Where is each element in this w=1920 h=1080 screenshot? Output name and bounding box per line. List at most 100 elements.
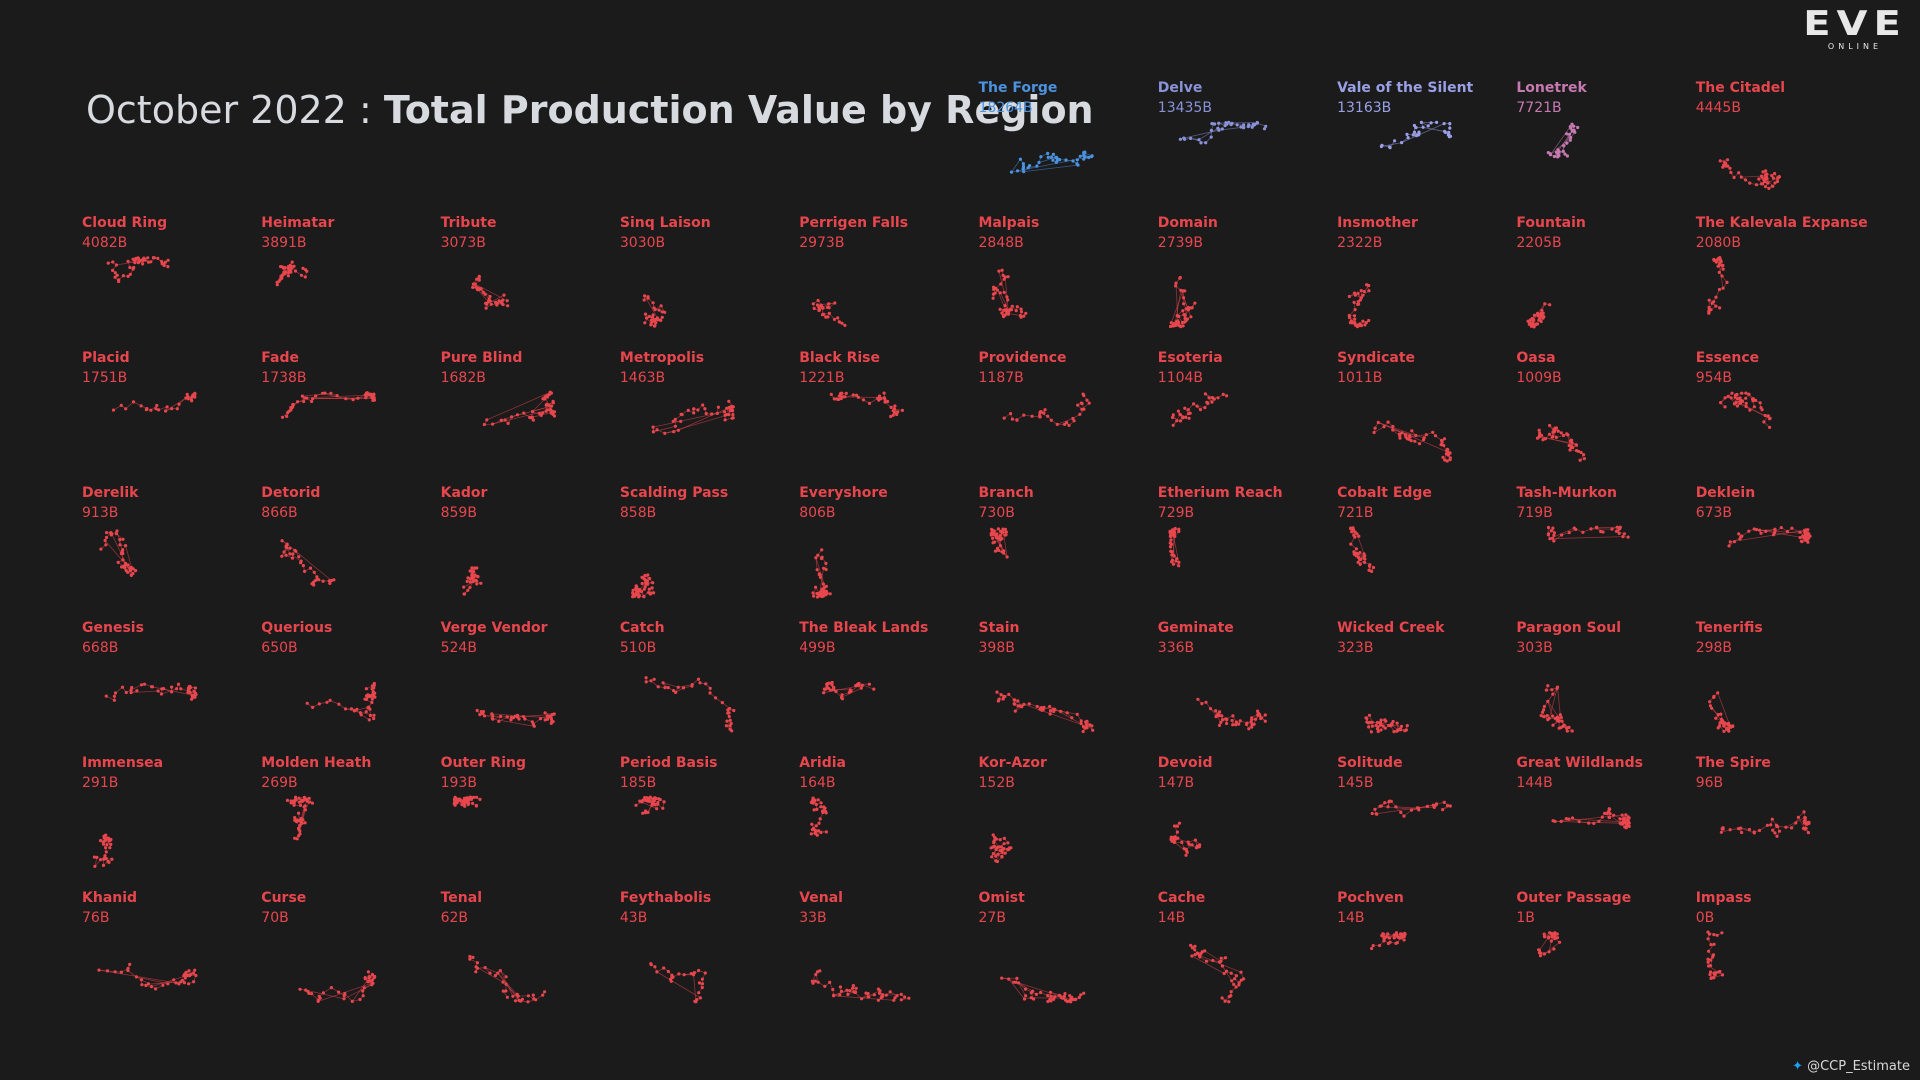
map-system xyxy=(364,710,369,714)
map-system xyxy=(105,843,109,847)
map-system xyxy=(1445,447,1450,451)
map-system xyxy=(1766,181,1770,185)
map-system xyxy=(193,686,197,690)
map-system xyxy=(1409,808,1414,812)
region-tile: Period Basis 185B xyxy=(620,755,790,875)
map-system xyxy=(1239,125,1243,129)
region-value: 1738B xyxy=(261,370,307,386)
map-system xyxy=(723,418,727,422)
map-system xyxy=(859,686,864,690)
map-system xyxy=(505,995,509,999)
map-system xyxy=(120,549,124,553)
map-link xyxy=(165,396,189,412)
map-system xyxy=(1014,309,1018,313)
map-system xyxy=(371,972,375,977)
map-system xyxy=(826,305,830,309)
map-system xyxy=(1373,807,1377,811)
region-value: 866B xyxy=(261,505,298,521)
map-system xyxy=(128,962,132,966)
map-link xyxy=(678,407,730,431)
map-system xyxy=(115,273,119,277)
region-tile: Curse 70B xyxy=(261,890,431,1010)
map-system xyxy=(1352,533,1356,537)
map-system xyxy=(1252,123,1257,127)
map-system xyxy=(1735,404,1739,408)
region-tile: Branch 730B xyxy=(979,485,1149,605)
map-system xyxy=(1015,305,1019,309)
region-map xyxy=(1718,391,1772,429)
map-system xyxy=(703,971,707,975)
map-system xyxy=(1565,817,1569,821)
region-value: 2848B xyxy=(978,235,1024,251)
map-system xyxy=(1729,396,1733,400)
map-system xyxy=(1398,436,1402,440)
map-link xyxy=(1198,127,1218,141)
map-system xyxy=(129,691,133,695)
map-system xyxy=(1204,700,1208,704)
map-system xyxy=(107,839,111,843)
map-system xyxy=(994,690,999,694)
map-system xyxy=(1048,712,1052,716)
map-system xyxy=(812,594,816,598)
map-system xyxy=(1210,958,1215,963)
map-system xyxy=(1562,149,1566,153)
map-system xyxy=(696,968,701,973)
map-system xyxy=(1014,976,1018,980)
map-system xyxy=(1408,434,1412,438)
map-system xyxy=(124,568,128,573)
map-system xyxy=(723,413,727,417)
map-system xyxy=(1186,305,1190,310)
map-system xyxy=(653,308,657,312)
map-system xyxy=(1176,529,1181,534)
map-system xyxy=(1542,708,1546,712)
map-system xyxy=(893,411,897,415)
map-system xyxy=(832,688,836,692)
map-system xyxy=(475,575,480,579)
region-map xyxy=(1379,120,1453,150)
region-map xyxy=(286,795,315,841)
map-system xyxy=(531,722,535,726)
map-system xyxy=(1720,263,1725,268)
map-system xyxy=(1426,124,1430,128)
map-system xyxy=(490,422,494,426)
map-link xyxy=(1010,158,1021,173)
map-system xyxy=(1200,950,1204,954)
region-value: 291B xyxy=(82,775,119,791)
map-system xyxy=(298,987,302,991)
map-system xyxy=(361,989,365,993)
map-system xyxy=(840,321,844,325)
map-system xyxy=(700,985,704,990)
map-system xyxy=(298,832,302,836)
map-system xyxy=(1168,324,1172,329)
map-system xyxy=(1041,411,1045,415)
map-system xyxy=(482,714,486,718)
region-tile: Malpais 2848B xyxy=(979,215,1149,335)
map-system xyxy=(139,404,143,408)
map-system xyxy=(696,408,700,412)
map-system xyxy=(1075,158,1079,162)
map-system xyxy=(462,800,466,805)
map-system xyxy=(692,407,696,411)
map-system xyxy=(728,718,732,722)
map-system xyxy=(1049,994,1053,998)
map-system xyxy=(1380,143,1384,147)
map-system xyxy=(1716,726,1720,730)
map-system xyxy=(1439,443,1443,447)
map-system xyxy=(1352,550,1356,554)
map-system xyxy=(1754,528,1758,532)
map-system xyxy=(131,400,136,404)
map-link xyxy=(305,989,345,1000)
map-system xyxy=(1568,132,1572,136)
map-system xyxy=(1556,429,1561,433)
map-system xyxy=(671,975,675,979)
map-system xyxy=(550,712,554,717)
region-tile: Metropolis 1463B xyxy=(620,350,790,470)
map-system xyxy=(190,696,194,700)
region-tile: Feythabolis 43B xyxy=(620,890,790,1010)
region-map xyxy=(1196,697,1267,731)
map-link xyxy=(1378,422,1417,436)
map-system xyxy=(1038,410,1043,414)
map-system xyxy=(1757,528,1761,532)
map-system xyxy=(128,265,132,270)
map-system xyxy=(193,968,197,972)
